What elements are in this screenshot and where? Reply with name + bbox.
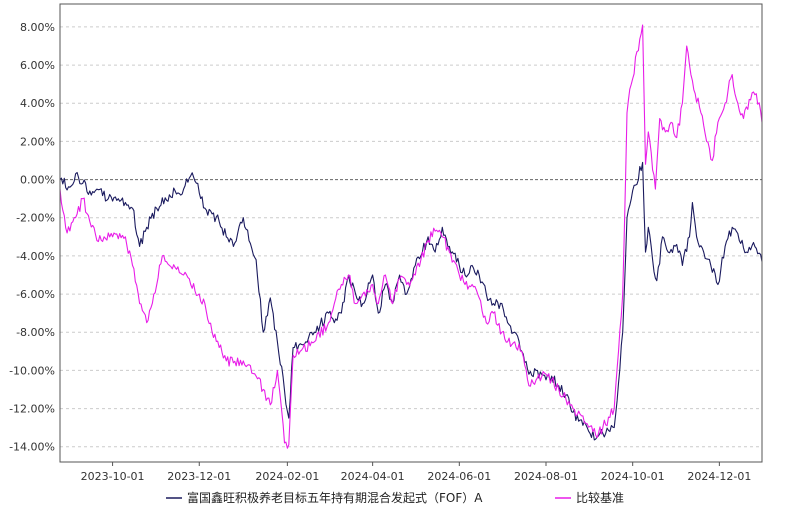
x-tick-label: 2024-10-01 — [601, 470, 665, 483]
y-tick-label: -2.00% — [16, 212, 55, 225]
x-tick-label: 2024-02-01 — [255, 470, 319, 483]
legend: 富国鑫旺积极养老目标五年持有期混合发起式（FOF）A 比较基准 — [166, 490, 624, 505]
y-tick-label: -6.00% — [16, 288, 55, 301]
y-tick-label: -10.00% — [9, 364, 55, 377]
y-tick-label: -14.00% — [9, 441, 55, 454]
y-tick-label: -8.00% — [16, 326, 55, 339]
x-tick-label: 2023-10-01 — [81, 470, 145, 483]
x-tick-label: 2023-12-01 — [167, 470, 231, 483]
series-line-2 — [59, 24, 763, 449]
y-tick-label: -12.00% — [9, 403, 55, 416]
gridlines — [60, 26, 762, 448]
series-line-1 — [59, 161, 763, 441]
x-tick-label: 2024-06-01 — [427, 470, 491, 483]
legend-label-series-1: 富国鑫旺积极养老目标五年持有期混合发起式（FOF）A — [187, 490, 483, 505]
y-tick-label: 8.00% — [20, 21, 55, 34]
series-lines — [59, 24, 763, 449]
y-tick-label: -4.00% — [16, 250, 55, 263]
y-tick-label: 0.00% — [20, 174, 55, 187]
x-tick-label: 2024-08-01 — [514, 470, 578, 483]
plot-area-frame — [59, 3, 763, 463]
y-tick-label: 4.00% — [20, 97, 55, 110]
x-tick-label: 2024-12-01 — [687, 470, 751, 483]
legend-label-series-2: 比较基准 — [576, 490, 624, 505]
x-tick-label: 2024-04-01 — [341, 470, 405, 483]
y-tick-label: 6.00% — [20, 59, 55, 72]
y-axis-tick-labels: 8.00% 6.00% 4.00% 2.00% 0.00% -2.00% -4.00% -6.… — [9, 21, 55, 454]
y-tick-label: 2.00% — [20, 135, 55, 148]
x-axis-tick-labels: 2023-10-01 2023-12-01 2024-02-01 2024-04-01… — [81, 462, 751, 483]
